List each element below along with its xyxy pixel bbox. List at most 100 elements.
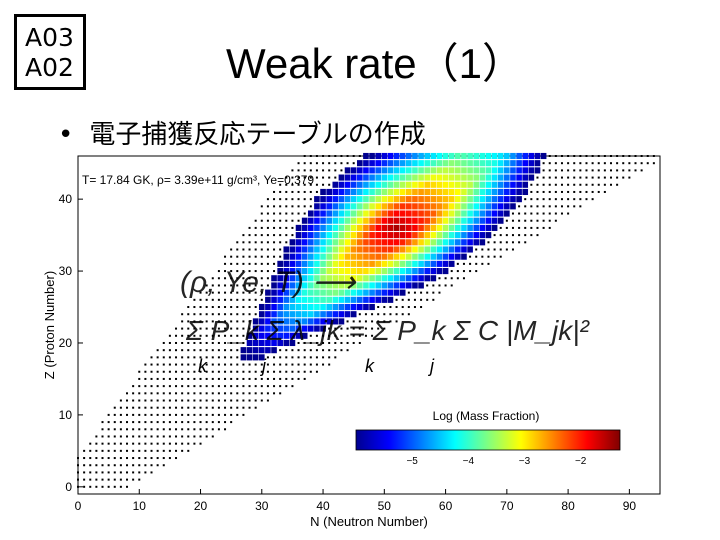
heatmap-cell — [516, 160, 522, 167]
heatmap-cell — [132, 399, 135, 402]
heatmap-cell — [314, 311, 320, 318]
heatmap-cell — [199, 421, 202, 424]
heatmap-cell — [334, 155, 337, 157]
y-tick-label: 20 — [59, 336, 73, 350]
heatmap-cell — [542, 205, 545, 208]
heatmap-cell — [279, 392, 282, 395]
heatmap-cell — [242, 406, 245, 409]
heatmap-cell — [132, 413, 135, 416]
heatmap-cell — [487, 241, 490, 244]
heatmap-cell — [273, 255, 276, 258]
heatmap-cell — [510, 167, 516, 174]
heatmap-cell — [387, 268, 394, 275]
heatmap-cell — [89, 464, 92, 467]
heatmap-cell — [616, 176, 619, 179]
heatmap-cell — [455, 217, 461, 224]
heatmap-cell — [591, 169, 594, 172]
heatmap-cell — [412, 152, 418, 160]
heatmap-cell — [187, 392, 190, 395]
heatmap-cell — [254, 377, 257, 380]
heatmap-cell — [573, 205, 576, 208]
heatmap-cell — [224, 363, 227, 366]
heatmap-cell — [283, 268, 290, 275]
heatmap-cell — [175, 435, 178, 438]
heatmap-cell — [387, 224, 394, 231]
heatmap-cell — [260, 270, 263, 273]
heatmap-cell — [346, 155, 349, 157]
heatmap-cell — [450, 284, 453, 287]
heatmap-cell — [199, 341, 202, 344]
heatmap-cell — [156, 399, 159, 402]
y-tick-label: 10 — [59, 408, 73, 422]
heatmap-cells — [77, 152, 655, 488]
heatmap-cell — [363, 296, 369, 303]
heatmap-cell — [77, 471, 79, 474]
heatmap-cell — [199, 356, 202, 359]
heatmap-cell — [309, 176, 312, 179]
heatmap-cell — [107, 485, 110, 488]
heatmap-cell — [383, 313, 386, 316]
heatmap-cell — [387, 152, 394, 160]
heatmap-cell — [536, 183, 539, 186]
heatmap-cell — [138, 413, 141, 416]
heatmap-cell — [485, 152, 492, 160]
heatmap-cell — [236, 284, 239, 287]
heatmap-cell — [273, 370, 276, 373]
heatmap-cell — [548, 212, 551, 215]
heatmap-cell — [387, 217, 394, 224]
heatmap-cell — [150, 471, 153, 474]
heatmap-cell — [162, 356, 165, 359]
heatmap-cell — [479, 239, 486, 246]
heatmap-cell — [83, 464, 86, 467]
heatmap-cell — [89, 478, 92, 481]
heatmap-cell — [285, 363, 288, 366]
heatmap-cell — [211, 421, 214, 424]
heatmap-cell — [265, 325, 271, 332]
heatmap-cell — [150, 356, 153, 359]
heatmap-cell — [285, 349, 288, 352]
heatmap-cell — [144, 471, 147, 474]
heatmap-cell — [387, 260, 394, 267]
heatmap-cell — [258, 318, 265, 325]
heatmap-cell — [554, 162, 557, 165]
heatmap-cell — [334, 169, 337, 172]
heatmap-cell — [393, 268, 400, 275]
heatmap-cell — [236, 277, 239, 280]
heatmap-cell — [119, 406, 122, 409]
heatmap-cell — [338, 210, 345, 217]
heatmap-cell — [265, 289, 271, 296]
heatmap-cell — [205, 327, 208, 330]
heatmap-cell — [107, 478, 110, 481]
heatmap-cell — [101, 442, 104, 445]
heatmap-cell — [315, 356, 318, 359]
heatmap-cell — [271, 347, 277, 354]
heatmap-cell — [303, 363, 306, 366]
heatmap-cell — [224, 306, 227, 309]
heatmap-cell — [266, 385, 269, 388]
heatmap-cell — [297, 363, 300, 366]
heatmap-cell — [193, 406, 196, 409]
heatmap-cell — [205, 377, 208, 380]
heatmap-cell — [279, 248, 282, 251]
heatmap-cell — [585, 169, 588, 172]
heatmap-cell — [375, 188, 382, 196]
heatmap-cell — [291, 363, 294, 366]
heatmap-cell — [393, 203, 400, 210]
heatmap-cell — [375, 246, 382, 253]
heatmap-cell — [144, 449, 147, 452]
heatmap-cell — [144, 421, 147, 424]
heatmap-cell — [344, 203, 351, 210]
heatmap-cell — [224, 349, 227, 352]
heatmap-cell — [260, 219, 263, 222]
heatmap-cell — [455, 181, 461, 188]
heatmap-cell — [652, 155, 655, 157]
heatmap-cell — [332, 224, 339, 231]
heatmap-cell — [258, 347, 265, 354]
heatmap-cell — [346, 349, 349, 352]
heatmap-cell — [315, 190, 318, 193]
heatmap-cell — [193, 313, 196, 316]
colorbar-gradient — [355, 429, 621, 451]
heatmap-cell — [254, 277, 257, 280]
heatmap-cell — [479, 203, 486, 210]
heatmap-cell — [461, 232, 467, 239]
